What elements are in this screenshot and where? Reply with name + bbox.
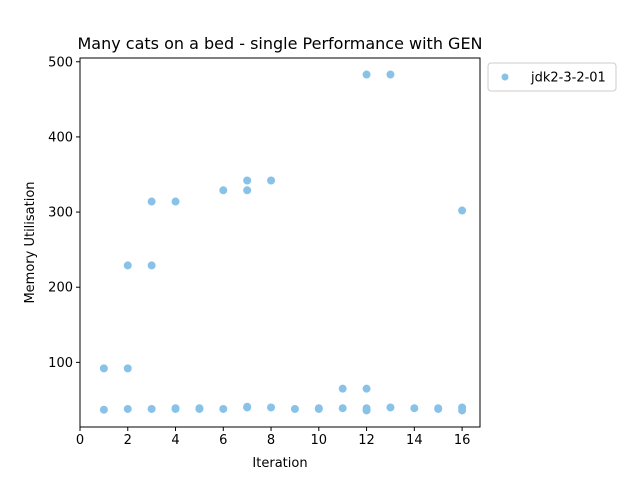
data-point <box>362 384 371 393</box>
plot-frame <box>79 57 481 428</box>
data-point <box>243 186 252 195</box>
data-point <box>458 206 467 215</box>
axes: 0 2 4 6 8 10 12 14 16 100 200 300 400 500 Many cats on… <box>23 34 483 471</box>
data-point <box>123 404 132 413</box>
x-tick-label: 4 <box>171 433 179 448</box>
x-tick-label: 10 <box>311 433 328 448</box>
x-tick-label: 2 <box>124 433 132 448</box>
data-point <box>362 70 371 79</box>
data-point <box>338 404 347 413</box>
data-point <box>147 404 156 413</box>
data-point <box>147 197 156 206</box>
data-point <box>434 404 443 413</box>
data-point <box>171 197 180 206</box>
x-tick-label: 16 <box>454 433 471 448</box>
data-point <box>99 405 108 414</box>
data-point <box>386 70 395 79</box>
data-point <box>219 404 228 413</box>
y-tick-label: 400 <box>48 130 73 145</box>
y-tick-label: 200 <box>48 281 73 296</box>
data-point <box>267 176 276 185</box>
y-axis-label: Memory Utilisation <box>23 181 38 303</box>
legend: jdk2-3-2-01 <box>487 62 617 92</box>
data-point <box>219 186 228 195</box>
data-point <box>314 404 323 413</box>
data-point <box>171 404 180 413</box>
data-point <box>123 261 132 270</box>
data-point <box>386 403 395 412</box>
data-point <box>267 403 276 412</box>
data-points <box>99 70 467 415</box>
data-point <box>195 404 204 413</box>
x-tick-label: 8 <box>267 433 275 448</box>
data-point <box>123 364 132 373</box>
chart-title: Many cats on a bed - single Performance … <box>77 34 482 53</box>
y-tick-label: 500 <box>48 55 73 70</box>
x-tick-label: 12 <box>358 433 375 448</box>
legend-box <box>487 62 617 92</box>
legend-marker <box>501 73 509 81</box>
legend-label: jdk2-3-2-01 <box>530 71 606 86</box>
y-tick-label: 100 <box>48 356 73 371</box>
x-axis-label: Iteration <box>252 456 307 471</box>
y-tick-label: 300 <box>48 206 73 221</box>
data-point <box>243 402 252 411</box>
data-point <box>410 404 419 413</box>
x-tick-label: 14 <box>406 433 423 448</box>
data-point <box>147 261 156 270</box>
data-point <box>458 403 467 412</box>
data-point <box>362 404 371 413</box>
x-tick-label: 6 <box>219 433 227 448</box>
data-point <box>338 384 347 393</box>
data-point <box>243 176 252 185</box>
data-point <box>99 364 108 373</box>
x-tick-label: 0 <box>76 433 84 448</box>
data-point <box>290 404 299 413</box>
